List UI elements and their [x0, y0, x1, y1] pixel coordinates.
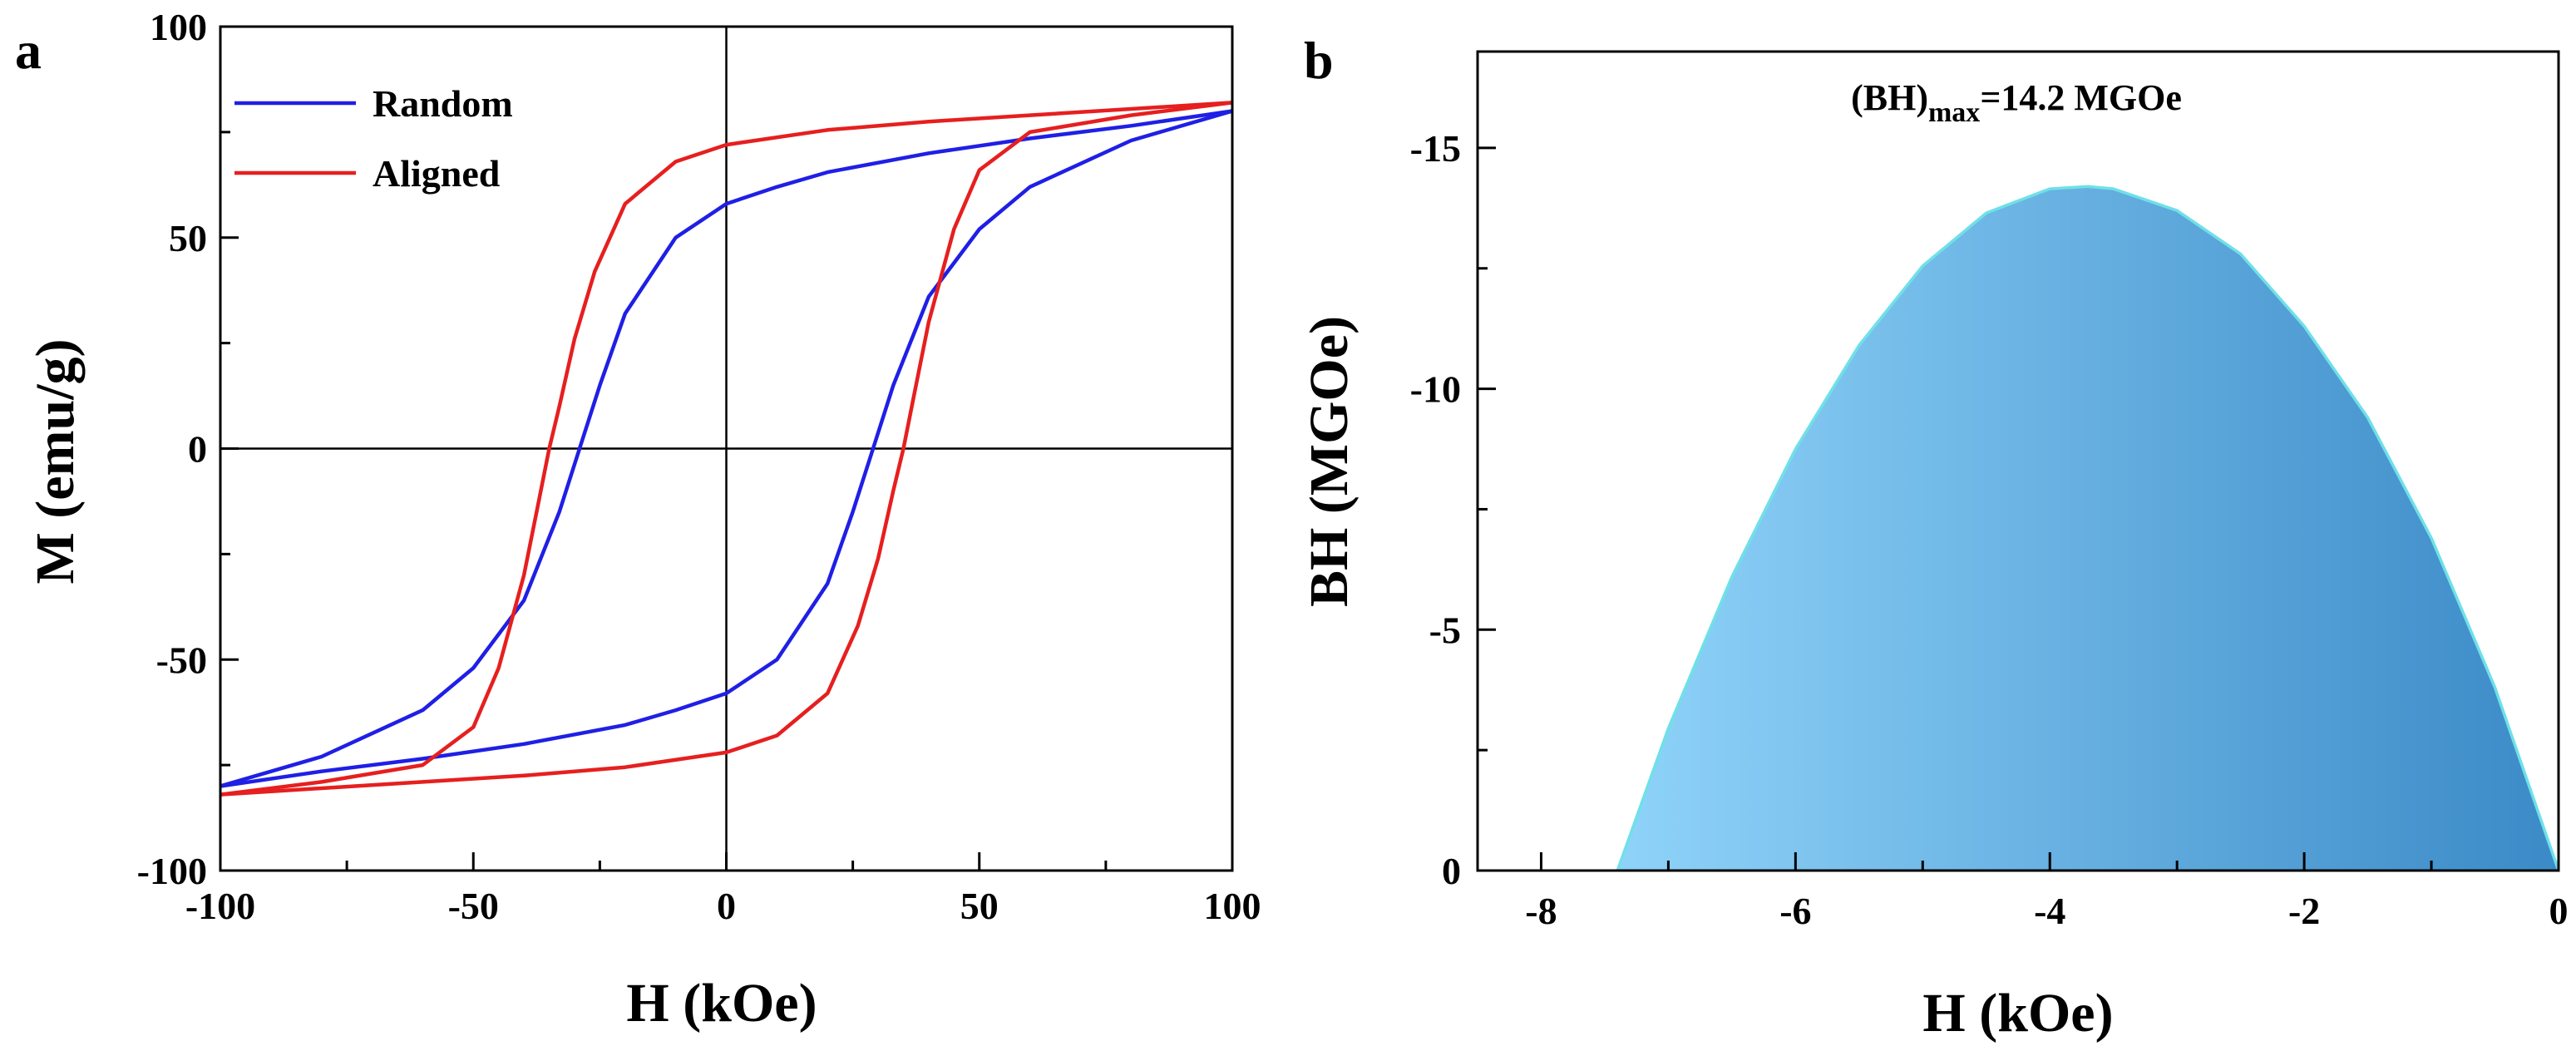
- bh-curve-line: [1616, 185, 2559, 871]
- x-tick-label: -4: [2034, 890, 2065, 932]
- y-tick-label: 100: [150, 6, 207, 48]
- x-axis-title: H (kOe): [1922, 983, 2113, 1044]
- x-tick-label: -2: [2288, 890, 2320, 932]
- tick-labels: -100 -50 0 50 100 -100 -50 0 50 100: [137, 6, 1261, 927]
- aligned-upper-branch-line: [220, 101, 1232, 797]
- y-tick-label: 50: [169, 217, 207, 259]
- x-tick-label: 50: [960, 885, 999, 927]
- x-axis-title: H (kOe): [626, 973, 817, 1034]
- y-tick-label: -50: [156, 639, 207, 681]
- plot-frame: [219, 25, 1234, 872]
- series-group: [1478, 185, 2559, 871]
- bh-area-fill: [1617, 186, 2559, 871]
- x-tick-label: -100: [185, 885, 255, 927]
- y-tick-label: -10: [1410, 368, 1461, 411]
- annotation-suffix: =14.2 MGOe: [1980, 77, 2182, 118]
- y-tick-label: 0: [1442, 850, 1461, 892]
- plot-frame: [1476, 50, 2560, 872]
- panel-a-chart: a -100 -50 0 50 100 -100 -50 0 50 100 H (kOe) M (…: [15, 6, 1261, 1034]
- y-tick-label: -5: [1429, 609, 1461, 651]
- random-legend-label: Random: [373, 82, 513, 125]
- x-tick-label: 0: [2549, 890, 2569, 932]
- random-lower-branch-line: [220, 109, 1232, 788]
- panel-b-label: b: [1304, 31, 1334, 90]
- annotation-prefix: (BH): [1851, 77, 1928, 118]
- y-tick-label: 0: [188, 428, 207, 471]
- x-tick-label: -8: [1525, 890, 1557, 932]
- x-tick-label: -50: [448, 885, 499, 927]
- panel-a-label: a: [15, 21, 42, 80]
- y-tick-label: -15: [1410, 127, 1461, 170]
- y-axis-title: BH (MGOe): [1299, 316, 1360, 607]
- tick-labels: -8 -6 -4 -2 0 0 -5 -10 -15: [1410, 127, 2569, 932]
- random-upper-branch-line: [220, 109, 1232, 788]
- y-tick-label: -100: [137, 850, 207, 892]
- aligned-legend-label: Aligned: [373, 152, 501, 195]
- y-axis-title: M (emu/g): [25, 338, 86, 584]
- bh-max-annotation: (BH)max=14.2 MGOe: [1851, 77, 2182, 128]
- panel-b-chart: b -8 -6 -4 -2 0 0 -5 -10 -15 H (kOe) BH (MGOe) (…: [1299, 31, 2569, 1044]
- aligned-lower-branch-line: [220, 101, 1232, 797]
- legend: Random Aligned: [234, 82, 513, 195]
- x-tick-label: 0: [717, 885, 736, 927]
- x-tick-label: 100: [1204, 885, 1261, 927]
- annotation-subscript: max: [1928, 97, 1980, 128]
- zero-reference-lines: [220, 27, 1232, 871]
- x-tick-label: -6: [1779, 890, 1811, 932]
- series-group: [220, 101, 1232, 797]
